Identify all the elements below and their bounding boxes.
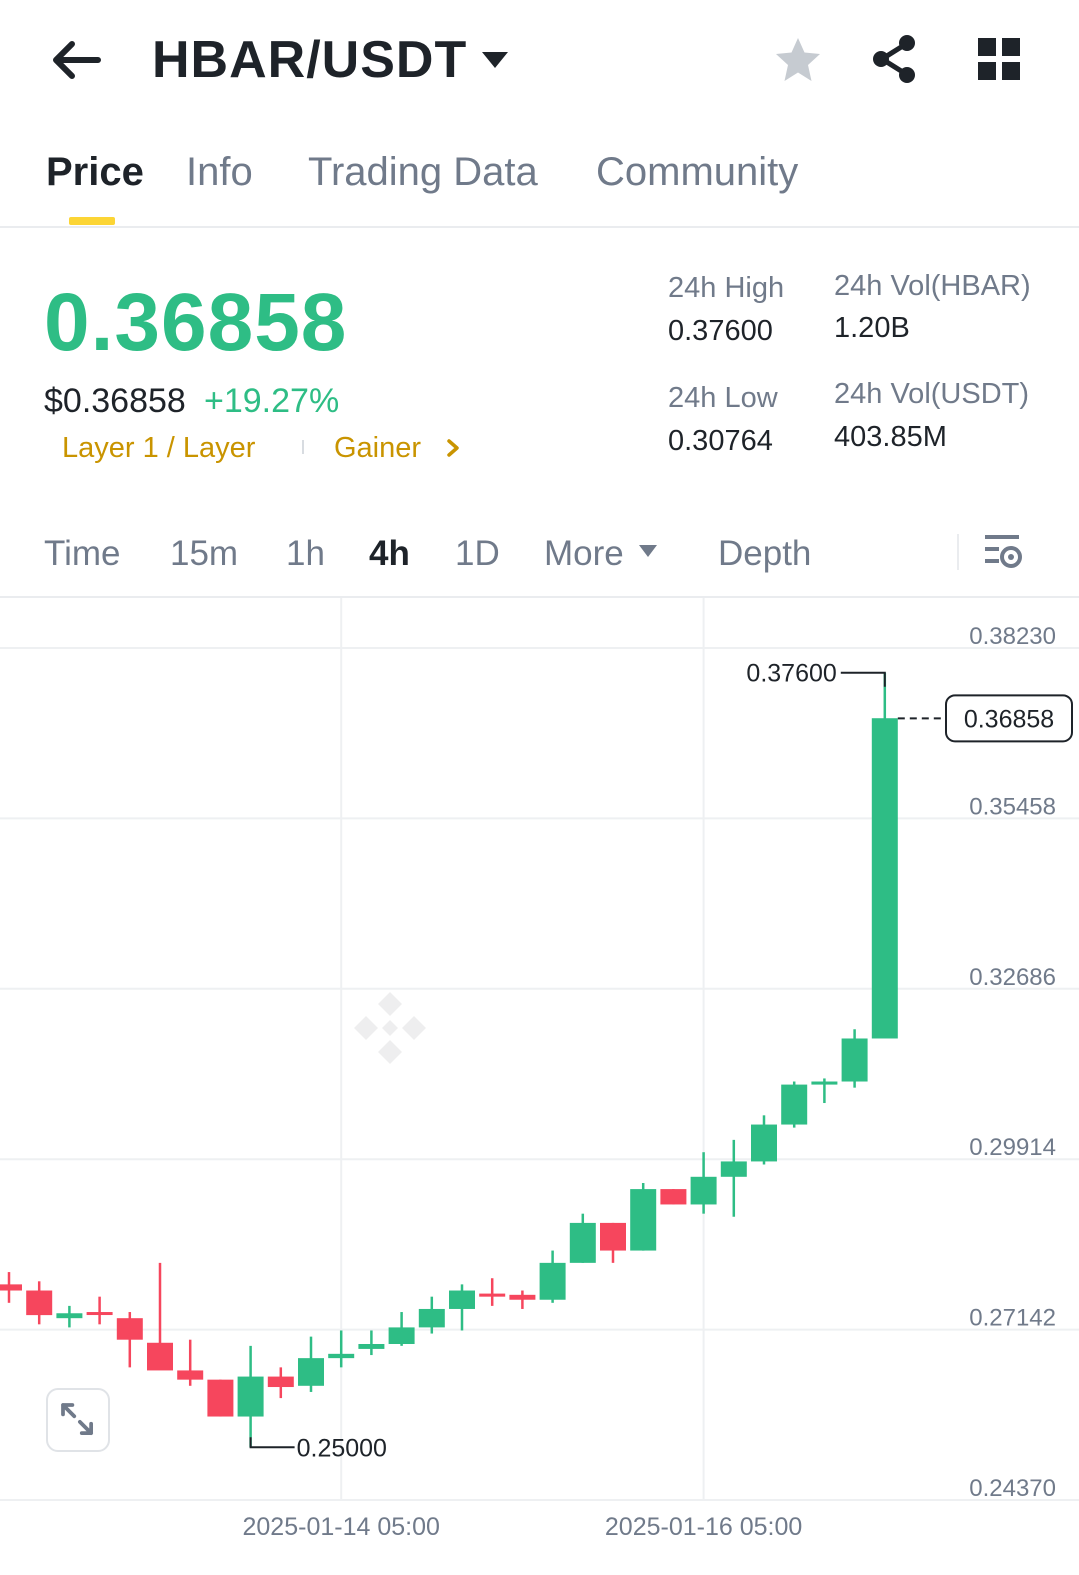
usd-price: $0.36858 xyxy=(44,382,186,420)
stat-low-value: 0.30764 xyxy=(668,425,773,457)
caret-down-icon[interactable] xyxy=(480,48,510,72)
candle-body xyxy=(509,1294,536,1300)
candle-body xyxy=(781,1084,808,1125)
tag-separator xyxy=(302,440,304,454)
candle-body xyxy=(237,1376,264,1417)
toolbar-1h[interactable]: 1h xyxy=(286,534,325,573)
candle-body xyxy=(539,1262,566,1300)
stat-vol-base-value: 1.20B xyxy=(834,312,910,344)
tab-community[interactable]: Community xyxy=(596,150,799,194)
candle-body xyxy=(841,1038,868,1082)
high-marker-line xyxy=(840,671,886,687)
last-price: 0.36858 xyxy=(44,277,348,368)
toolbar-1d[interactable]: 1D xyxy=(455,534,500,573)
binance-logo-watermark xyxy=(354,992,426,1064)
grid-icon[interactable] xyxy=(976,36,1022,82)
candle-body xyxy=(569,1222,596,1263)
y-tick-label: 0.32686 xyxy=(969,964,1056,991)
tab-trading-data[interactable]: Trading Data xyxy=(308,150,538,194)
toolbar-depth[interactable]: Depth xyxy=(718,534,812,573)
chart-grid xyxy=(0,598,1079,1501)
y-axis: 0.38230 0.35458 0.32686 0.29914 0.27142 0.243… xyxy=(969,623,1056,1502)
toolbar-separator xyxy=(957,534,959,570)
price-change: +19.27% xyxy=(204,382,340,420)
y-tick-label: 0.29914 xyxy=(969,1134,1056,1161)
divider xyxy=(0,226,1079,228)
caret-down-icon[interactable] xyxy=(638,544,658,558)
candle-body xyxy=(147,1342,173,1371)
candle-body xyxy=(116,1318,143,1340)
x-axis: 2025-01-14 05:00 2025-01-16 05:00 xyxy=(243,1513,803,1541)
chevron-right-icon[interactable] xyxy=(444,438,462,458)
candle-body xyxy=(871,718,898,1039)
divider xyxy=(0,596,1079,598)
candle-body xyxy=(751,1124,777,1162)
expand-icon xyxy=(61,1403,93,1435)
tab-info[interactable]: Info xyxy=(186,150,253,194)
current-price-label: 0.36858 xyxy=(964,705,1054,733)
candle-body xyxy=(26,1290,53,1316)
toolbar-time[interactable]: Time xyxy=(44,534,121,573)
candle-body xyxy=(358,1344,385,1349)
expand-chart-button[interactable] xyxy=(46,1388,110,1452)
candle-body xyxy=(630,1189,657,1251)
stat-high-label: 24h High xyxy=(668,272,785,304)
tag-layer[interactable]: Layer 1 / Layer xyxy=(62,432,256,464)
current-price-box xyxy=(945,694,1073,743)
candle-body xyxy=(267,1376,294,1388)
share-icon[interactable] xyxy=(870,34,918,84)
candle-body xyxy=(479,1293,506,1297)
toolbar-more[interactable]: More xyxy=(544,534,624,573)
candle-body xyxy=(328,1353,355,1359)
candle-body xyxy=(177,1370,204,1380)
y-tick-label: 0.38230 xyxy=(969,623,1056,650)
candle-body xyxy=(207,1379,234,1417)
candles xyxy=(0,672,898,1448)
stat-vol-quote-value: 403.85M xyxy=(834,421,947,453)
candlestick-chart[interactable]: 0.38230 0.35458 0.32686 0.29914 0.27142 0.243… xyxy=(0,598,1079,1575)
price-markers: 0.37600 0.25000 0.36858 xyxy=(249,660,1073,1462)
candle-body xyxy=(720,1161,747,1177)
low-marker-label: 0.25000 xyxy=(297,1434,387,1462)
candle-body xyxy=(86,1312,113,1316)
candle-body xyxy=(600,1222,626,1251)
pair-title[interactable]: HBAR/USDT xyxy=(152,31,468,89)
candle-body xyxy=(0,1284,22,1291)
candle-body xyxy=(56,1313,83,1319)
toolbar-15m[interactable]: 15m xyxy=(170,534,239,573)
stat-high-value: 0.37600 xyxy=(668,315,773,347)
toolbar-4h[interactable]: 4h xyxy=(369,534,410,573)
candle-body xyxy=(690,1176,717,1205)
x-tick-label: 2025-01-16 05:00 xyxy=(605,1513,802,1541)
chart-settings-icon[interactable] xyxy=(982,532,1024,572)
candle-body xyxy=(449,1290,475,1309)
candle-body xyxy=(298,1358,324,1386)
y-tick-label: 0.24370 xyxy=(969,1475,1056,1502)
stat-low-label: 24h Low xyxy=(668,382,778,414)
candle-body xyxy=(388,1327,415,1344)
stat-vol-base-label: 24h Vol(HBAR) xyxy=(834,270,1031,302)
y-tick-label: 0.27142 xyxy=(969,1305,1056,1332)
y-tick-label: 0.35458 xyxy=(969,793,1056,820)
x-tick-label: 2025-01-14 05:00 xyxy=(243,1513,440,1541)
active-tab-indicator xyxy=(69,217,115,225)
tag-gainer[interactable]: Gainer xyxy=(334,432,422,464)
low-marker-line xyxy=(249,1437,295,1449)
star-icon[interactable] xyxy=(772,34,824,86)
stat-vol-quote-label: 24h Vol(USDT) xyxy=(834,378,1030,410)
candle-body xyxy=(811,1081,838,1085)
candle-body xyxy=(660,1189,687,1205)
tab-price[interactable]: Price xyxy=(46,150,144,194)
arrow-left-icon[interactable] xyxy=(48,36,104,84)
candle-body xyxy=(418,1308,445,1328)
high-marker-label: 0.37600 xyxy=(746,660,836,688)
